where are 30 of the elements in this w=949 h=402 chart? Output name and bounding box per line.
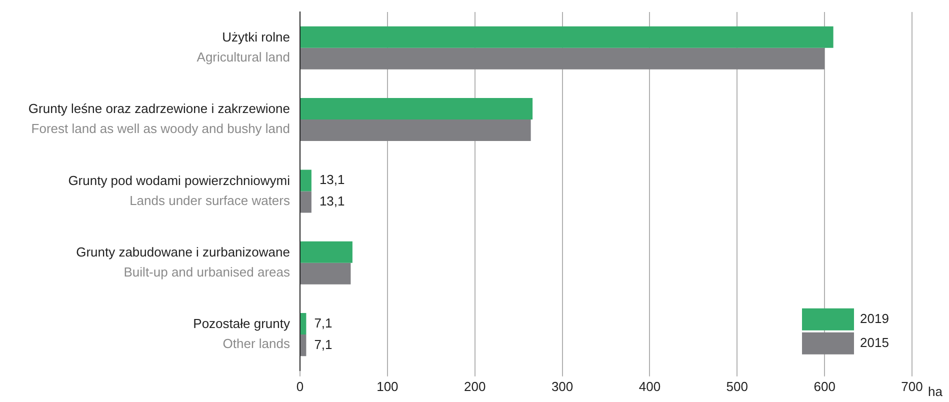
data-label: 7,1 (314, 336, 332, 352)
legend-label: 2015 (860, 334, 889, 350)
bar (300, 26, 834, 48)
bar (300, 170, 312, 192)
bar (300, 241, 352, 263)
x-tick-label: 200 (464, 378, 486, 394)
bar (300, 313, 306, 335)
x-tick-label: 500 (726, 378, 748, 394)
x-tick-label: 600 (814, 378, 836, 394)
bar (300, 262, 351, 284)
x-tick-label: 0 (296, 378, 304, 394)
y-tick-label: Użytki rolne Agricultural land (196, 29, 290, 64)
bar (300, 191, 312, 213)
x-tick-label: 100 (376, 378, 398, 394)
bar (300, 48, 825, 70)
bar (300, 98, 533, 120)
x-tick-label: 300 (551, 378, 574, 394)
y-tick-label: Grunty pod wodami powierzchniowymi Lands under surface waters (68, 172, 290, 208)
data-label: 7,1 (314, 315, 332, 330)
y-tick-label: Grunty zabudowane i zurbanizowane Built-up and urbanised areas (76, 244, 290, 280)
bar (300, 334, 306, 356)
data-label: 13,1 (319, 172, 345, 188)
y-tick-label: Grunty leśne oraz zadrzewione i zakrzewione Forest land as well as woody and bushy land (28, 101, 290, 136)
y-tick-label: Pozostałe grunty Other lands (193, 316, 290, 352)
data-label: 13,1 (319, 194, 345, 209)
bar (300, 120, 531, 142)
legend-label: 2019 (860, 310, 889, 326)
x-tick-label: 400 (638, 378, 661, 394)
x-axis-title: ha (928, 384, 944, 400)
x-tick-label: 700 (901, 378, 923, 394)
